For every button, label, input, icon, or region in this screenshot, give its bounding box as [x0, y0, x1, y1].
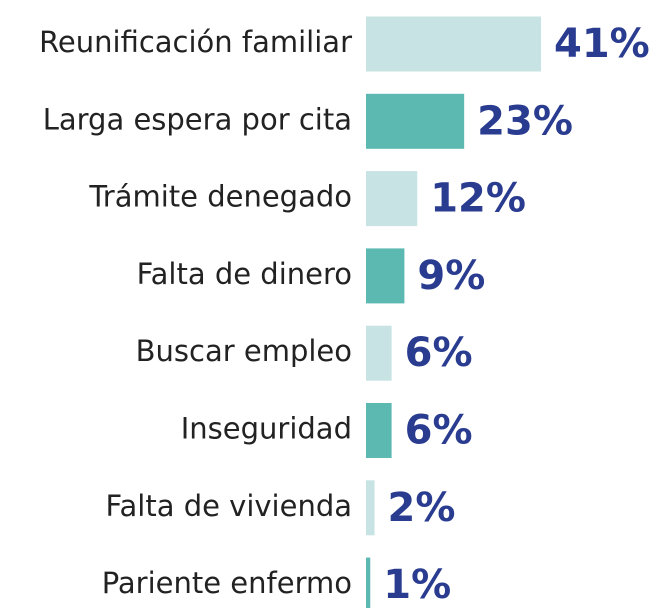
- bar: [366, 16, 541, 72]
- category-label: Falta de dinero: [137, 257, 352, 291]
- value-label: 2%: [388, 485, 456, 531]
- value-label: 23%: [477, 98, 573, 144]
- value-label: 1%: [383, 562, 451, 608]
- bar: [366, 480, 375, 536]
- value-label: 12%: [430, 176, 526, 222]
- category-label: Pariente enfermo: [102, 566, 352, 600]
- category-label: Buscar empleo: [136, 334, 352, 368]
- category-label: Falta de vivienda: [105, 489, 352, 523]
- bar: [366, 403, 392, 458]
- bar: [366, 171, 418, 227]
- category-label: Inseguridad: [181, 412, 352, 446]
- bar: [366, 325, 392, 381]
- value-label: 6%: [405, 408, 473, 454]
- category-label: Reunificación familiar: [39, 25, 352, 59]
- value-label: 6%: [405, 330, 473, 376]
- bar: [366, 248, 405, 304]
- bar: [366, 557, 371, 608]
- category-label: Larga espera por cita: [43, 102, 352, 136]
- value-label: 9%: [417, 253, 485, 299]
- category-label: Trámite denegado: [88, 180, 352, 214]
- value-label: 41%: [554, 21, 650, 67]
- bar: [366, 93, 465, 149]
